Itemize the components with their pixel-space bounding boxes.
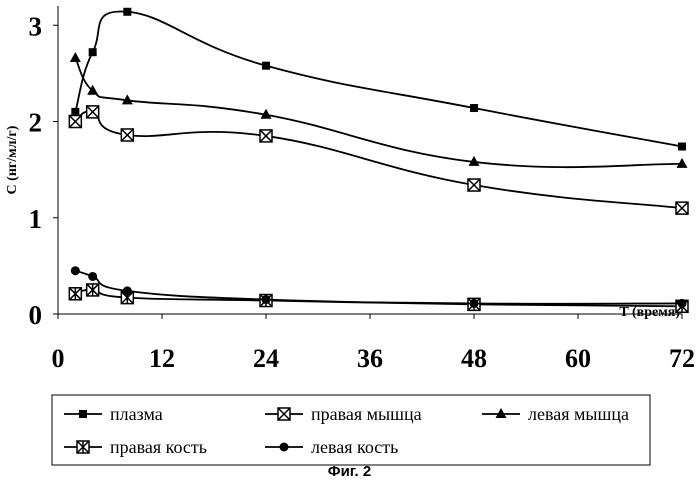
data-point [470, 104, 478, 112]
series-line [75, 111, 682, 208]
data-point [87, 106, 99, 118]
data-point [262, 295, 271, 304]
data-point [69, 116, 81, 128]
legend-marker [79, 410, 87, 418]
figure-caption: Фиг. 2 [0, 463, 699, 480]
data-point [678, 299, 687, 308]
data-point [71, 108, 79, 116]
data-point [71, 266, 80, 275]
data-point [89, 48, 97, 56]
y-tick-label: 2 [29, 108, 43, 138]
legend-marker [278, 408, 290, 420]
series-line [75, 58, 682, 167]
x-tick-label: 24 [253, 344, 279, 373]
legend-marker [77, 441, 89, 453]
legend-label: правая мышца [311, 404, 422, 424]
data-point [70, 52, 81, 62]
data-point [676, 202, 688, 214]
legend-label: правая кость [110, 437, 207, 457]
y-tick-label: 0 [29, 300, 43, 330]
data-point [260, 130, 272, 142]
legend-label: левая мышца [528, 404, 629, 424]
data-point [262, 62, 270, 70]
data-point [87, 284, 99, 296]
legend-marker [280, 443, 289, 452]
x-tick-label: 0 [52, 344, 65, 373]
data-point [123, 286, 132, 295]
x-tick-label: 12 [149, 344, 175, 373]
data-point [470, 299, 479, 308]
x-tick-label: 36 [357, 344, 383, 373]
data-point [121, 129, 133, 141]
data-point [468, 179, 480, 191]
data-point [678, 143, 686, 151]
y-tick-label: 1 [29, 204, 43, 234]
x-axis-label: T (время) [619, 305, 680, 320]
x-tick-label: 60 [565, 344, 591, 373]
data-point [69, 288, 81, 300]
series-line [75, 11, 682, 146]
legend-label: левая кость [311, 437, 398, 457]
x-tick-label: 48 [461, 344, 487, 373]
data-point [677, 158, 688, 168]
x-tick-label: 72 [669, 344, 695, 373]
legend-label: плазма [110, 404, 163, 424]
legend-marker [496, 408, 507, 418]
y-tick-label: 3 [29, 11, 43, 41]
data-point [123, 8, 131, 16]
data-point [88, 272, 97, 281]
y-axis-label: С (нг/мл/г) [5, 125, 20, 194]
